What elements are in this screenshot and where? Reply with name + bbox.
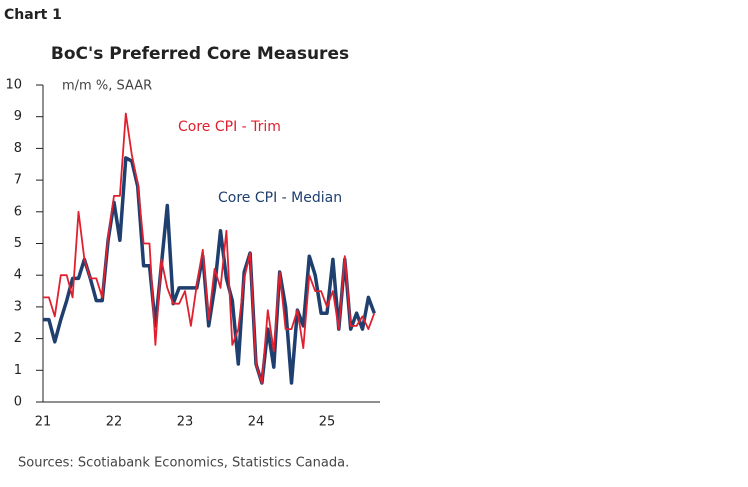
y-tick-label: 0: [14, 395, 22, 410]
y-tick-label: 4: [14, 268, 22, 283]
x-tick-label: 21: [35, 415, 52, 430]
x-tick-label: 23: [177, 415, 194, 430]
legend-label: Core CPI - Median: [218, 190, 342, 206]
chart-label: Chart 1: [4, 7, 62, 23]
x-tick-label: 22: [106, 415, 123, 430]
y-tick-label: 8: [14, 141, 22, 156]
legend-label: Core CPI - Trim: [178, 119, 281, 135]
source: Sources: Scotiabank Economics, Statistic…: [18, 456, 349, 471]
y-tick-label: 5: [14, 236, 22, 251]
y-tick-label: 2: [14, 331, 22, 346]
y-tick-label: 3: [14, 299, 22, 314]
x-tick-label: 25: [319, 415, 336, 430]
y-tick-label: 1: [14, 363, 22, 378]
y-axis-label: m/m %, SAAR: [62, 79, 152, 94]
chart-title: BoC's Preferred Core Measures: [51, 44, 349, 64]
series-line: [43, 112, 376, 384]
x-tick-label: 24: [248, 415, 265, 430]
series-line: [43, 156, 376, 385]
y-tick-label: 9: [14, 109, 22, 124]
y-tick-label: 6: [14, 204, 22, 219]
y-tick-label: 10: [5, 78, 22, 93]
y-tick-label: 7: [14, 173, 22, 188]
